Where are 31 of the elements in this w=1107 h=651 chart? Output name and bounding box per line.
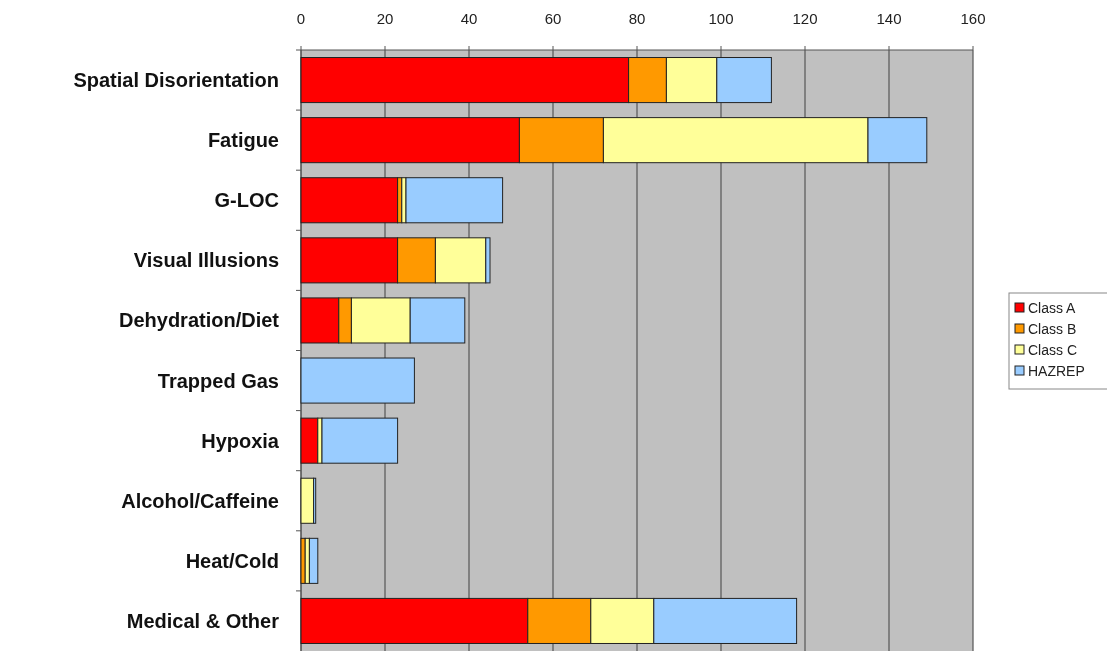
y-tick-label: Alcohol/Caffeine (121, 489, 279, 512)
legend-label: HAZREP (1028, 362, 1085, 379)
bar (321, 417, 399, 464)
y-tick-label: Heat/Cold (185, 549, 279, 572)
legend-label: Class B (1028, 320, 1077, 337)
y-tick-label: Trapped Gas (157, 369, 279, 392)
y-tick-label: Medical & Other (126, 609, 280, 632)
bar (405, 177, 504, 224)
bar (300, 477, 315, 524)
bar (300, 537, 306, 584)
x-tick-label: 40 (460, 10, 478, 27)
x-tick-label: 20 (376, 10, 394, 27)
x-tick-label: 140 (876, 10, 902, 27)
x-tick-label: 160 (960, 10, 986, 27)
y-tick-label: G-LOC (214, 189, 279, 212)
legend-label: Class A (1028, 299, 1077, 316)
x-tick-label: 60 (544, 10, 562, 27)
y-tick-label: Fatigue (207, 129, 279, 152)
y-tick-label: Spatial Disorientation (73, 69, 279, 92)
x-tick-label: 0 (296, 10, 306, 27)
x-tick-label: 120 (792, 10, 818, 27)
bar (300, 417, 319, 464)
y-tick-label: Hypoxia (201, 429, 280, 452)
x-tick-label: 100 (708, 10, 734, 27)
bar (300, 177, 399, 224)
x-tick-label: 80 (628, 10, 646, 27)
y-tick-label: Dehydration/Diet (118, 309, 280, 332)
y-tick-label: Visual Illusions (133, 249, 279, 272)
legend-label: Class C (1028, 341, 1078, 358)
bar (300, 357, 415, 404)
bar (308, 537, 319, 584)
